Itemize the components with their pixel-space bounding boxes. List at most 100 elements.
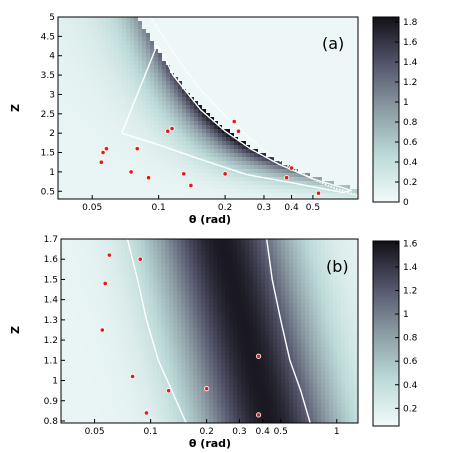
panel-b-heatmap-cell [141, 287, 146, 292]
panel-a-heatmap-cell [290, 21, 295, 26]
panel-a-heatmap-cell [150, 121, 155, 126]
panel-a-heatmap-cell [234, 57, 239, 62]
panel-a-heatmap-cell [330, 69, 335, 74]
panel-a-heatmap-cell [126, 25, 131, 30]
panel-b-heatmap-cell [301, 299, 306, 304]
panel-a-heatmap-cell [142, 177, 147, 182]
panel-a-heatmap-cell [314, 113, 319, 118]
panel-a-heatmap-cell [146, 161, 151, 166]
panel-b-heatmap-cell [169, 251, 174, 256]
panel-a-heatmap-cell [242, 161, 247, 166]
panel-a-heatmap-cell [174, 109, 179, 114]
panel-a-heatmap-cell [350, 101, 355, 106]
panel-a-heatmap-cell [250, 197, 255, 200]
panel-b-heatmap-cell [305, 299, 310, 304]
panel-a-heatmap-cell [206, 169, 211, 174]
panel-a-heatmap-cell [174, 93, 179, 98]
panel-a-heatmap-cell [310, 21, 315, 26]
panel-a-heatmap-cell [234, 117, 239, 122]
panel-a-heatmap-cell [90, 25, 95, 30]
panel-a-heatmap-cell [342, 113, 347, 118]
panel-a-heatmap-cell [354, 89, 359, 94]
panel-a-heatmap-cell [182, 145, 187, 150]
panel-b-heatmap-cell [209, 271, 214, 276]
panel-a-heatmap-cell [110, 93, 115, 98]
panel-a-heatmap-cell [198, 65, 203, 70]
panel-a-heatmap-cell [78, 197, 83, 200]
panel-a-heatmap-cell [242, 153, 247, 158]
panel-b-heatmap-cell [333, 239, 338, 244]
panel-b-heatmap-cell [93, 243, 98, 248]
panel-a-heatmap-cell [210, 169, 215, 174]
panel-b-heatmap-cell [89, 271, 94, 276]
panel-a-heatmap-cell [58, 113, 63, 118]
panel-a-heatmap-cell [218, 97, 223, 102]
panel-a-heatmap-cell [178, 181, 183, 186]
panel-b-heatmap-cell [317, 255, 322, 260]
panel-b-heatmap-cell [281, 291, 286, 296]
panel-a-heatmap-cell [102, 37, 107, 42]
panel-a-heatmap-cell [186, 29, 191, 34]
panel-a-heatmap-cell [250, 105, 255, 110]
panel-b-heatmap-cell [293, 307, 298, 312]
panel-a-heatmap-cell [98, 53, 103, 58]
panel-b-heatmap-cell [353, 247, 358, 252]
panel-a-heatmap-cell [186, 165, 191, 170]
panel-b-heatmap-cell [73, 259, 78, 264]
panel-b-heatmap-cell [177, 299, 182, 304]
panel-a-heatmap-cell [206, 117, 211, 122]
panel-a-heatmap-cell [214, 141, 219, 146]
panel-a-heatmap-cell [230, 153, 235, 158]
panel-a-heatmap-cell [214, 93, 219, 98]
panel-a-heatmap-cell [342, 53, 347, 58]
panel-a-heatmap-cell [314, 197, 319, 200]
panel-a-heatmap-cell [290, 49, 295, 54]
panel-b-heatmap-cell [205, 251, 210, 256]
panel-b: 0.05 0.1 0.2 0.3 0.4 0.5 1 0.80.911.11.21.31.4… [9, 235, 418, 450]
panel-b-heatmap-cell [333, 291, 338, 296]
panel-a-heatmap-cell [166, 89, 171, 94]
panel-b-heatmap-cell [169, 263, 174, 268]
panel-b-heatmap-cell [209, 307, 214, 312]
panel-b-heatmap-cell [177, 263, 182, 268]
panel-a-data-point [128, 169, 134, 175]
panel-b-heatmap-cell [213, 259, 218, 264]
panel-a-data-point [134, 146, 140, 152]
panel-a-heatmap-cell [70, 97, 75, 102]
panel-a-heatmap-cell [182, 109, 187, 114]
panel-b-heatmap-cell [289, 267, 294, 272]
panel-a-heatmap-cell [206, 173, 211, 178]
panel-b-heatmap-cell [197, 267, 202, 272]
panel-b-heatmap-cell [265, 299, 270, 304]
panel-a-heatmap-cell [214, 177, 219, 182]
panel-a-heatmap-cell [126, 185, 131, 190]
panel-b-heatmap-cell [109, 247, 114, 252]
panel-a-heatmap-cell [254, 165, 259, 170]
panel-b-heatmap-cell [129, 259, 134, 264]
panel-a-heatmap-cell [306, 49, 311, 54]
panel-a-heatmap-cell [230, 197, 235, 200]
panel-a-heatmap-cell [122, 97, 127, 102]
panel-a-heatmap-cell [162, 193, 167, 198]
panel-b-heatmap-cell [285, 275, 290, 280]
panel-a-heatmap-cell [278, 169, 283, 174]
panel-b-heatmap-cell [117, 311, 122, 316]
panel-a-heatmap-cell [142, 73, 147, 78]
panel-a-heatmap-cell [222, 85, 227, 90]
panel-b-heatmap-cell [241, 247, 246, 252]
panel-b-heatmap-cell [157, 315, 162, 320]
panel-b-heatmap-cell [341, 291, 346, 296]
panel-a-heatmap-cell [270, 197, 275, 200]
panel-a-heatmap-cell [282, 77, 287, 82]
panel-b-heatmap-cell [221, 303, 226, 308]
panel-b-heatmap-cell [121, 299, 126, 304]
panel-a-heatmap-cell [66, 61, 71, 66]
panel-a-heatmap-cell [294, 89, 299, 94]
panel-a-heatmap-cell [86, 29, 91, 34]
panel-a-heatmap-cell [290, 133, 295, 138]
panel-a-heatmap-cell [258, 181, 263, 186]
panel-a-heatmap-cell [310, 81, 315, 86]
panel-a-heatmap-cell [118, 129, 123, 134]
panel-a-heatmap-cell [346, 173, 351, 178]
panel-a-heatmap-cell [238, 153, 243, 158]
